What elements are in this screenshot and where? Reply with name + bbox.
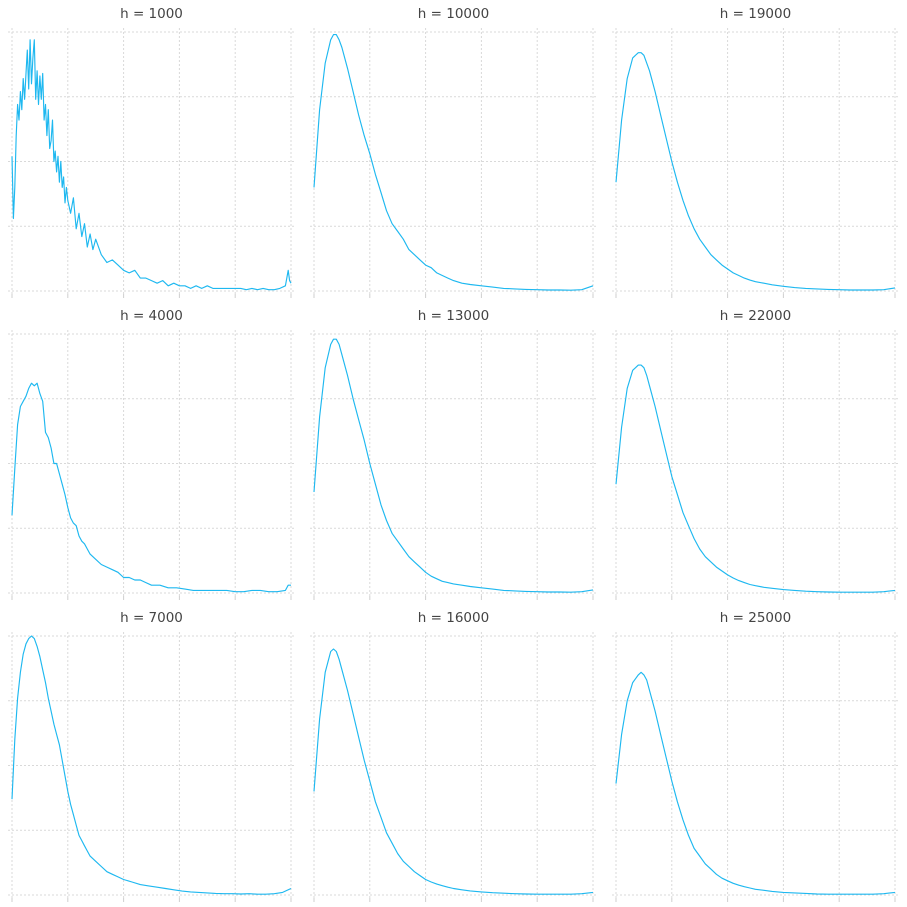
series-line xyxy=(313,648,594,895)
panel-2: h = 4000 xyxy=(8,308,296,600)
panel-6: h = 16000 xyxy=(310,610,598,902)
panel-5: h = 13000 xyxy=(310,308,598,600)
series-line xyxy=(615,52,896,291)
series-line xyxy=(615,671,896,895)
series-line xyxy=(11,635,292,895)
series-line xyxy=(615,364,896,593)
panel-title: h = 25000 xyxy=(720,610,791,626)
panel-title: h = 4000 xyxy=(120,308,183,324)
series-line xyxy=(11,382,291,593)
panel-8: h = 22000 xyxy=(612,308,900,600)
panel-title: h = 7000 xyxy=(120,610,183,626)
series-line xyxy=(313,338,594,593)
panel-title: h = 1000 xyxy=(120,6,183,22)
series-line xyxy=(11,39,292,291)
series-line xyxy=(313,34,594,291)
panel-title: h = 19000 xyxy=(720,6,791,22)
panel-1: h = 1000 xyxy=(8,6,296,298)
panel-4: h = 10000 xyxy=(310,6,598,298)
panel-3: h = 7000 xyxy=(8,610,296,902)
panel-title: h = 10000 xyxy=(418,6,489,22)
panel-9: h = 25000 xyxy=(612,610,900,902)
panel-title: h = 22000 xyxy=(720,308,791,324)
panel-7: h = 19000 xyxy=(612,6,900,298)
panel-title: h = 13000 xyxy=(418,308,489,324)
panel-title: h = 16000 xyxy=(418,610,489,626)
